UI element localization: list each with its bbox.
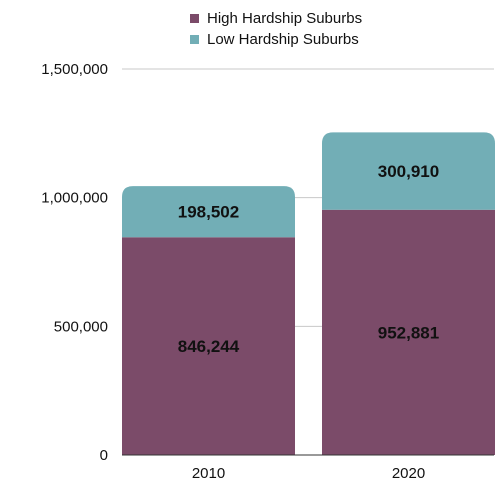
data-label: 846,244 [178, 337, 240, 356]
x-tick-label: 2010 [192, 465, 225, 482]
data-label: 300,910 [378, 162, 439, 181]
bar-low-hardship-suburbs [322, 132, 495, 210]
legend-swatch [190, 35, 199, 44]
data-label: 198,502 [178, 203, 239, 222]
y-tick-label: 1,500,000 [41, 61, 108, 78]
x-tick-label: 2020 [392, 465, 425, 482]
legend-label: Low Hardship Suburbs [207, 31, 359, 48]
bar-high-hardship-suburbs [322, 209, 495, 455]
legend-label: High Hardship Suburbs [207, 10, 362, 27]
y-tick-label: 500,000 [54, 318, 108, 335]
bar-low-hardship-suburbs [122, 186, 295, 238]
legend-swatch [190, 14, 199, 23]
data-label: 952,881 [378, 323, 439, 342]
bar-high-hardship-suburbs [122, 237, 295, 455]
y-tick-label: 1,000,000 [41, 190, 108, 207]
y-tick-label: 0 [100, 447, 108, 464]
